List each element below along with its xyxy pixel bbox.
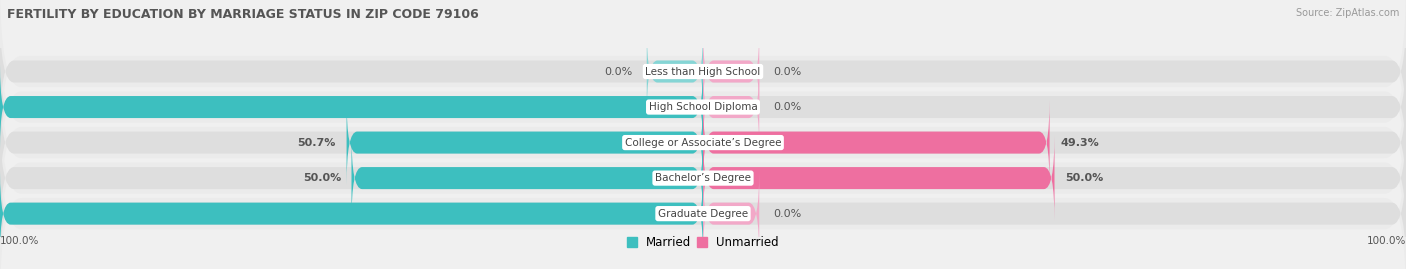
- Legend: Married, Unmarried: Married, Unmarried: [623, 231, 783, 253]
- FancyBboxPatch shape: [647, 29, 703, 114]
- FancyBboxPatch shape: [0, 0, 1406, 162]
- Text: 50.7%: 50.7%: [298, 137, 336, 148]
- Text: 49.3%: 49.3%: [1060, 137, 1099, 148]
- Text: Source: ZipAtlas.com: Source: ZipAtlas.com: [1295, 8, 1399, 18]
- Text: High School Diploma: High School Diploma: [648, 102, 758, 112]
- Text: FERTILITY BY EDUCATION BY MARRIAGE STATUS IN ZIP CODE 79106: FERTILITY BY EDUCATION BY MARRIAGE STATU…: [7, 8, 479, 21]
- FancyBboxPatch shape: [0, 118, 1406, 238]
- FancyBboxPatch shape: [0, 154, 1406, 269]
- Text: 100.0%: 100.0%: [1367, 236, 1406, 246]
- Text: College or Associate’s Degree: College or Associate’s Degree: [624, 137, 782, 148]
- Text: 0.0%: 0.0%: [773, 209, 801, 219]
- Text: 100.0%: 100.0%: [0, 236, 39, 246]
- FancyBboxPatch shape: [0, 16, 1406, 198]
- Text: 0.0%: 0.0%: [773, 66, 801, 76]
- FancyBboxPatch shape: [352, 136, 703, 220]
- Text: 0.0%: 0.0%: [773, 102, 801, 112]
- Text: Bachelor’s Degree: Bachelor’s Degree: [655, 173, 751, 183]
- FancyBboxPatch shape: [0, 83, 1406, 203]
- FancyBboxPatch shape: [703, 65, 759, 149]
- Text: 50.0%: 50.0%: [302, 173, 340, 183]
- FancyBboxPatch shape: [703, 171, 759, 256]
- FancyBboxPatch shape: [703, 136, 1054, 220]
- FancyBboxPatch shape: [0, 12, 1406, 132]
- FancyBboxPatch shape: [0, 52, 1406, 233]
- Text: 50.0%: 50.0%: [1066, 173, 1104, 183]
- FancyBboxPatch shape: [0, 65, 703, 149]
- FancyBboxPatch shape: [703, 29, 759, 114]
- FancyBboxPatch shape: [0, 47, 1406, 167]
- Text: 0.0%: 0.0%: [605, 66, 633, 76]
- Text: Less than High School: Less than High School: [645, 66, 761, 76]
- FancyBboxPatch shape: [346, 100, 703, 185]
- FancyBboxPatch shape: [0, 123, 1406, 269]
- Text: Graduate Degree: Graduate Degree: [658, 209, 748, 219]
- FancyBboxPatch shape: [0, 171, 703, 256]
- FancyBboxPatch shape: [0, 87, 1406, 269]
- FancyBboxPatch shape: [703, 100, 1049, 185]
